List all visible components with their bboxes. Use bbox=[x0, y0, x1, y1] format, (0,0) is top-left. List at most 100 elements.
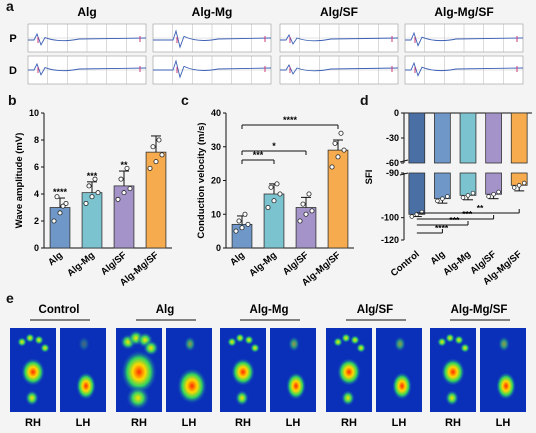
emg-waveform bbox=[28, 32, 147, 46]
data-point bbox=[271, 198, 277, 204]
paw-label-LH: LH bbox=[76, 417, 91, 429]
significance-label: *** bbox=[87, 171, 98, 181]
toe-print bbox=[244, 335, 254, 345]
y-tick-label: 4 bbox=[34, 189, 39, 199]
panel-a-row-label-P: P bbox=[9, 33, 16, 45]
panel-label-a: a bbox=[6, 0, 14, 14]
comparison-label: ** bbox=[477, 203, 484, 213]
data-point bbox=[268, 184, 274, 190]
panel-a-title-3: Alg-Mg/SF bbox=[434, 5, 493, 19]
paw-label-RH: RH bbox=[235, 417, 251, 429]
data-point bbox=[486, 194, 491, 199]
panel-a-trace-box bbox=[279, 23, 399, 53]
y-tick-label: 30 bbox=[211, 142, 221, 152]
bar-lower-Control bbox=[408, 172, 426, 215]
pad-print bbox=[441, 358, 465, 386]
y-tick-label: 2 bbox=[34, 216, 39, 226]
data-point bbox=[516, 183, 522, 188]
data-point bbox=[435, 198, 440, 204]
data-point bbox=[60, 203, 66, 209]
significance-label: **** bbox=[53, 187, 68, 197]
y-tick-label: -60 bbox=[386, 158, 399, 168]
bar-Alg-Mg bbox=[81, 192, 103, 249]
data-point bbox=[115, 196, 121, 202]
heel-print bbox=[235, 390, 249, 406]
data-point bbox=[118, 176, 124, 182]
significance-label: ** bbox=[120, 160, 128, 170]
data-point bbox=[465, 193, 471, 198]
paw-label-LH: LH bbox=[182, 417, 197, 429]
data-point bbox=[309, 208, 315, 214]
comparison-label: * bbox=[272, 141, 276, 151]
data-point bbox=[445, 194, 450, 199]
data-point bbox=[89, 194, 95, 200]
paw-label-LH: LH bbox=[392, 417, 407, 429]
panel-label-b: b bbox=[8, 92, 17, 108]
x-tick-label: Control bbox=[389, 249, 422, 279]
data-point bbox=[242, 211, 248, 217]
data-point bbox=[121, 190, 127, 196]
panel-a-trace-box bbox=[27, 55, 147, 85]
data-point bbox=[470, 190, 476, 196]
paw-label-RH: RH bbox=[445, 417, 461, 429]
panel-e-group-3: Alg/SF bbox=[357, 304, 393, 316]
footprint-LH bbox=[480, 328, 526, 412]
data-point bbox=[521, 180, 527, 186]
chart-c-conduction-velocity: 0 10 20 30 40 Conduction velocity (m/s) Alg Alg… bbox=[196, 108, 354, 288]
emg-waveform bbox=[28, 62, 147, 76]
data-point bbox=[274, 181, 280, 187]
bar-Alg/SF bbox=[113, 185, 135, 249]
data-point bbox=[335, 154, 341, 160]
y-tick-label: 10 bbox=[211, 209, 221, 219]
toe-print bbox=[288, 336, 300, 352]
toe-print bbox=[40, 343, 50, 353]
y-axis-title: SFI bbox=[364, 170, 375, 185]
x-tick-label: Alg bbox=[46, 250, 65, 268]
comparison-label: **** bbox=[435, 223, 449, 233]
data-point bbox=[245, 221, 251, 227]
toe-print bbox=[17, 337, 27, 347]
x-tick-label: Alg-Mg bbox=[247, 250, 279, 279]
toe-print bbox=[350, 335, 360, 345]
footprint-RH bbox=[10, 328, 56, 412]
toe-print bbox=[34, 335, 44, 345]
y-tick-label: -120 bbox=[381, 235, 399, 245]
data-point bbox=[409, 214, 415, 219]
data-point bbox=[95, 190, 101, 196]
footprint-LH bbox=[60, 328, 106, 412]
panel-a-row-label-D: D bbox=[9, 65, 17, 77]
heel-print bbox=[341, 390, 355, 406]
data-point bbox=[277, 191, 283, 197]
data-point bbox=[233, 228, 239, 234]
bar-upper-Alg-Mg/SF bbox=[510, 112, 528, 164]
toe-print bbox=[25, 333, 35, 343]
pad-print bbox=[21, 358, 45, 386]
x-tick-label: Alg-Mg bbox=[441, 249, 473, 278]
footprint-LH bbox=[166, 328, 212, 412]
panel-e-group-0: Control bbox=[39, 304, 80, 316]
y-tick-label: -90 bbox=[386, 168, 399, 178]
panel-a-title-2: Alg/SF bbox=[320, 5, 358, 19]
data-point bbox=[92, 176, 98, 182]
emg-waveform bbox=[153, 29, 272, 49]
pad-print bbox=[121, 350, 157, 394]
data-point bbox=[460, 195, 466, 200]
pad-print bbox=[231, 358, 255, 386]
data-point bbox=[440, 196, 445, 201]
panel-e-group-2: Alg-Mg bbox=[250, 304, 289, 316]
heel-print bbox=[25, 390, 39, 406]
y-tick-label: -30 bbox=[386, 133, 399, 143]
toe-print bbox=[498, 336, 510, 352]
panel-a-trace-box bbox=[27, 23, 147, 53]
heel-print bbox=[177, 368, 207, 404]
panel-a-emg-traces: Alg Alg-Mg Alg/SF Alg-Mg/SF P D bbox=[9, 5, 524, 85]
panel-a-trace-box bbox=[279, 55, 399, 85]
y-axis-title: Wave amplitude (mV) bbox=[14, 133, 25, 229]
comparison-label: **** bbox=[283, 115, 298, 125]
data-point bbox=[147, 165, 153, 171]
panel-a-trace-box bbox=[152, 55, 272, 85]
footprint-LH bbox=[376, 328, 422, 412]
heel-print bbox=[445, 390, 459, 406]
bar-upper-Control bbox=[408, 112, 426, 164]
